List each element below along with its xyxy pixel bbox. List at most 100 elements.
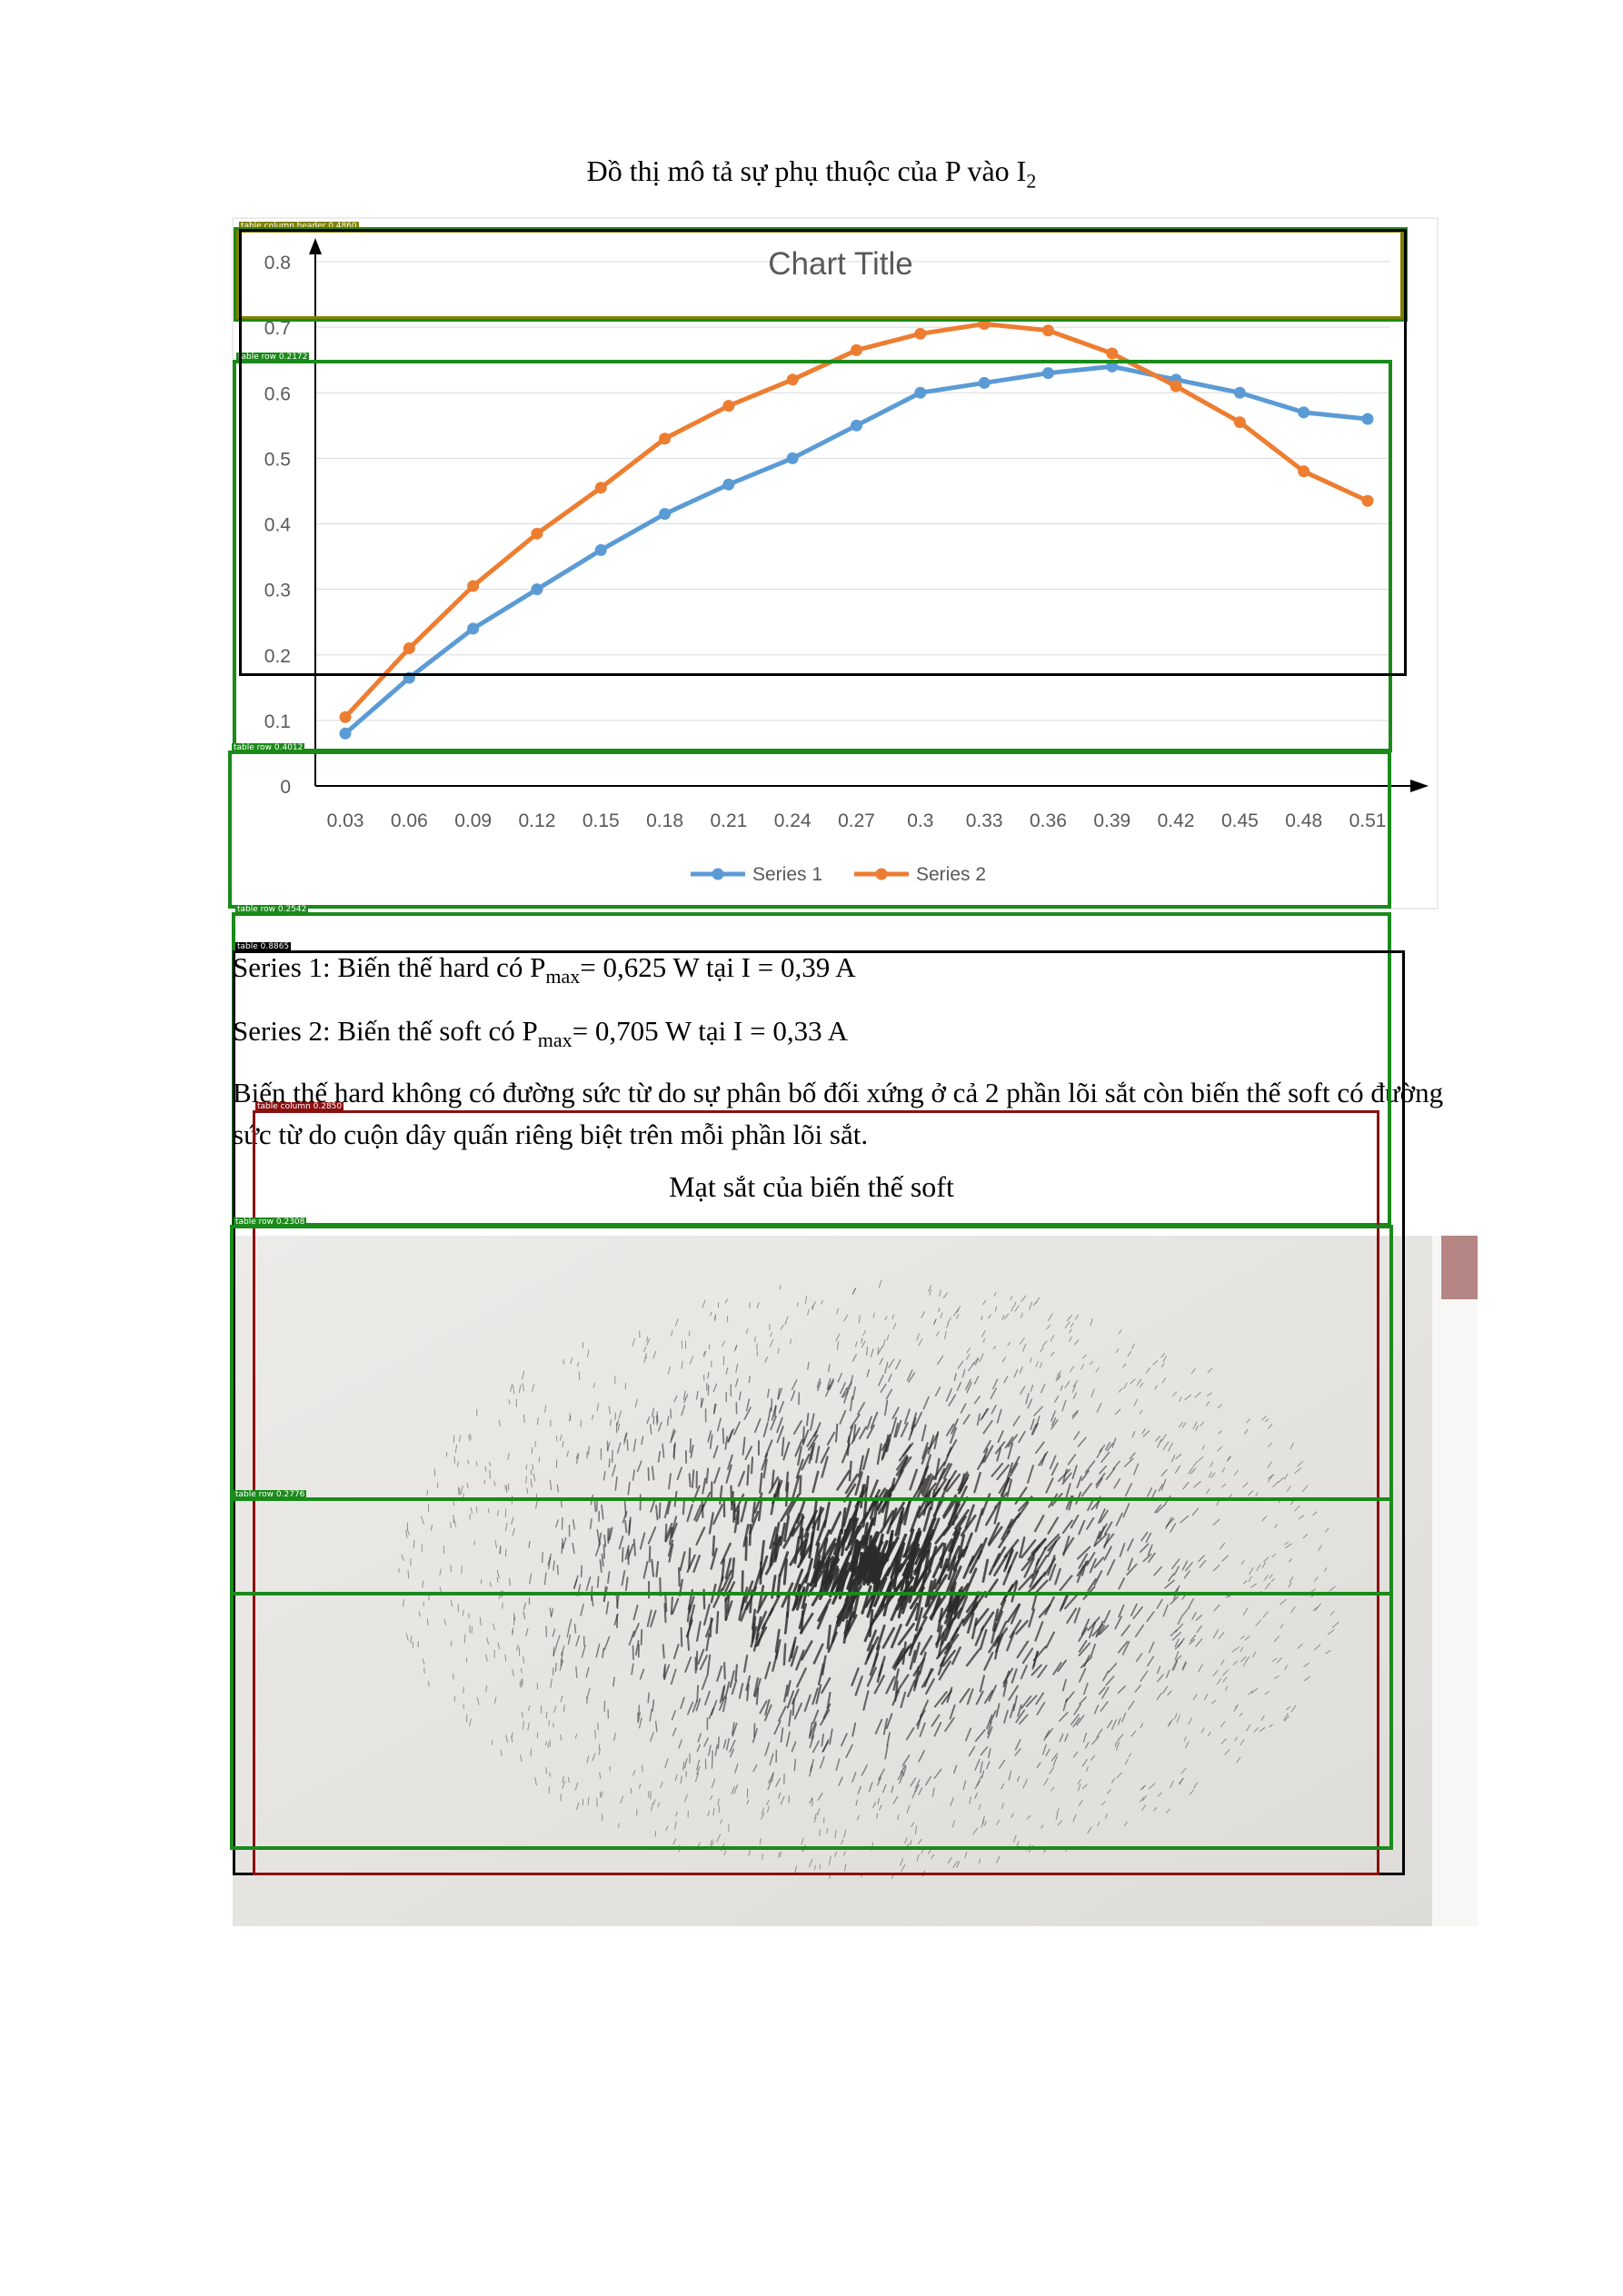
iron-filing xyxy=(569,1412,572,1421)
iron-filing xyxy=(961,1532,973,1558)
iron-filing xyxy=(1073,1606,1081,1624)
iron-filing xyxy=(1325,1527,1329,1533)
iron-filing xyxy=(946,1438,958,1457)
iron-filing xyxy=(422,1658,425,1665)
iron-filing xyxy=(1071,1385,1077,1393)
iron-filing xyxy=(1095,1472,1106,1486)
iron-filing xyxy=(1267,1474,1275,1479)
iron-filing xyxy=(932,1461,946,1480)
iron-filing xyxy=(1234,1704,1240,1708)
iron-filing xyxy=(1195,1425,1199,1432)
iron-filing xyxy=(1087,1577,1097,1592)
iron-filing xyxy=(1129,1452,1136,1460)
iron-filing xyxy=(1142,1553,1152,1563)
iron-filing xyxy=(1018,1714,1029,1725)
iron-filing xyxy=(745,1328,749,1334)
iron-filing xyxy=(652,1699,655,1712)
iron-filing xyxy=(866,1635,880,1661)
iron-filing xyxy=(662,1663,667,1678)
iron-filing xyxy=(891,1314,895,1320)
iron-filing xyxy=(809,1721,817,1737)
iron-filing xyxy=(1233,1706,1238,1712)
iron-filing xyxy=(657,1450,662,1463)
iron-filing xyxy=(909,1468,919,1491)
iron-filing xyxy=(638,1783,642,1789)
iron-filing xyxy=(1297,1461,1304,1467)
x-tick-label: 0.51 xyxy=(1349,810,1387,831)
iron-filing xyxy=(595,1643,601,1658)
iron-filing xyxy=(817,1663,825,1685)
iron-filing xyxy=(724,1436,729,1450)
iron-filing xyxy=(1061,1399,1067,1412)
legend-label: Series 1 xyxy=(752,864,822,885)
iron-filing xyxy=(791,1379,798,1391)
iron-filing xyxy=(943,1469,958,1491)
iron-filing xyxy=(683,1390,686,1401)
iron-filing xyxy=(1083,1682,1089,1695)
iron-filing xyxy=(940,1312,943,1319)
iron-filing xyxy=(1239,1712,1243,1717)
iron-filing xyxy=(710,1839,713,1845)
iron-filing xyxy=(549,1479,553,1490)
iron-filing xyxy=(1331,1621,1339,1628)
iron-filing xyxy=(927,1542,945,1565)
iron-filing xyxy=(910,1416,917,1436)
series-1-point xyxy=(1233,386,1246,399)
iron-filing xyxy=(851,1354,857,1362)
iron-filing xyxy=(722,1427,725,1445)
iron-filing xyxy=(1175,1453,1182,1460)
iron-filing xyxy=(837,1602,851,1627)
iron-filing xyxy=(1218,1430,1222,1435)
iron-filing xyxy=(410,1635,413,1645)
iron-filing xyxy=(665,1522,673,1538)
iron-filing xyxy=(1206,1488,1210,1495)
iron-filing xyxy=(512,1668,514,1677)
iron-filing xyxy=(962,1780,967,1791)
iron-filing xyxy=(774,1628,781,1654)
iron-filing xyxy=(1035,1546,1048,1565)
iron-filing xyxy=(573,1624,577,1634)
iron-filing xyxy=(922,1396,930,1410)
iron-filing xyxy=(779,1522,786,1546)
iron-filing xyxy=(991,1622,998,1645)
iron-filing xyxy=(1250,1583,1258,1588)
iron-filing xyxy=(613,1732,616,1741)
iron-filing xyxy=(793,1702,803,1720)
iron-filing xyxy=(688,1473,692,1488)
iron-filing xyxy=(817,1792,823,1801)
iron-filing xyxy=(561,1542,563,1555)
iron-filing xyxy=(740,1500,748,1523)
iron-filing xyxy=(686,1635,691,1652)
iron-filing xyxy=(577,1362,580,1367)
iron-filing xyxy=(1161,1363,1165,1367)
iron-filing xyxy=(427,1681,430,1687)
iron-filing xyxy=(467,1459,470,1465)
iron-filing xyxy=(793,1758,797,1772)
iron-filing xyxy=(534,1777,537,1786)
iron-filing xyxy=(936,1642,951,1660)
iron-filing xyxy=(752,1566,762,1591)
iron-filing xyxy=(937,1355,944,1365)
iron-filing xyxy=(1060,1385,1063,1392)
iron-filing xyxy=(713,1466,721,1485)
iron-filing xyxy=(809,1859,813,1868)
iron-filing xyxy=(802,1429,810,1444)
iron-filing xyxy=(965,1591,982,1614)
x-tick-label: 0.39 xyxy=(1093,810,1130,831)
iron-filing xyxy=(1117,1734,1124,1742)
iron-filing xyxy=(1009,1462,1019,1477)
iron-filing xyxy=(742,1436,746,1456)
iron-filing xyxy=(586,1687,591,1700)
iron-filing xyxy=(1171,1631,1181,1641)
iron-filing xyxy=(745,1398,751,1412)
iron-filing xyxy=(993,1627,1009,1647)
iron-filing xyxy=(942,1463,953,1480)
iron-filing xyxy=(1011,1306,1014,1312)
iron-filing xyxy=(751,1501,756,1523)
iron-filing xyxy=(826,1431,836,1446)
iron-filing xyxy=(489,1582,492,1587)
iron-filing xyxy=(485,1685,488,1693)
iron-filing xyxy=(1314,1576,1319,1582)
iron-filing xyxy=(872,1499,879,1526)
iron-filing xyxy=(873,1593,889,1619)
